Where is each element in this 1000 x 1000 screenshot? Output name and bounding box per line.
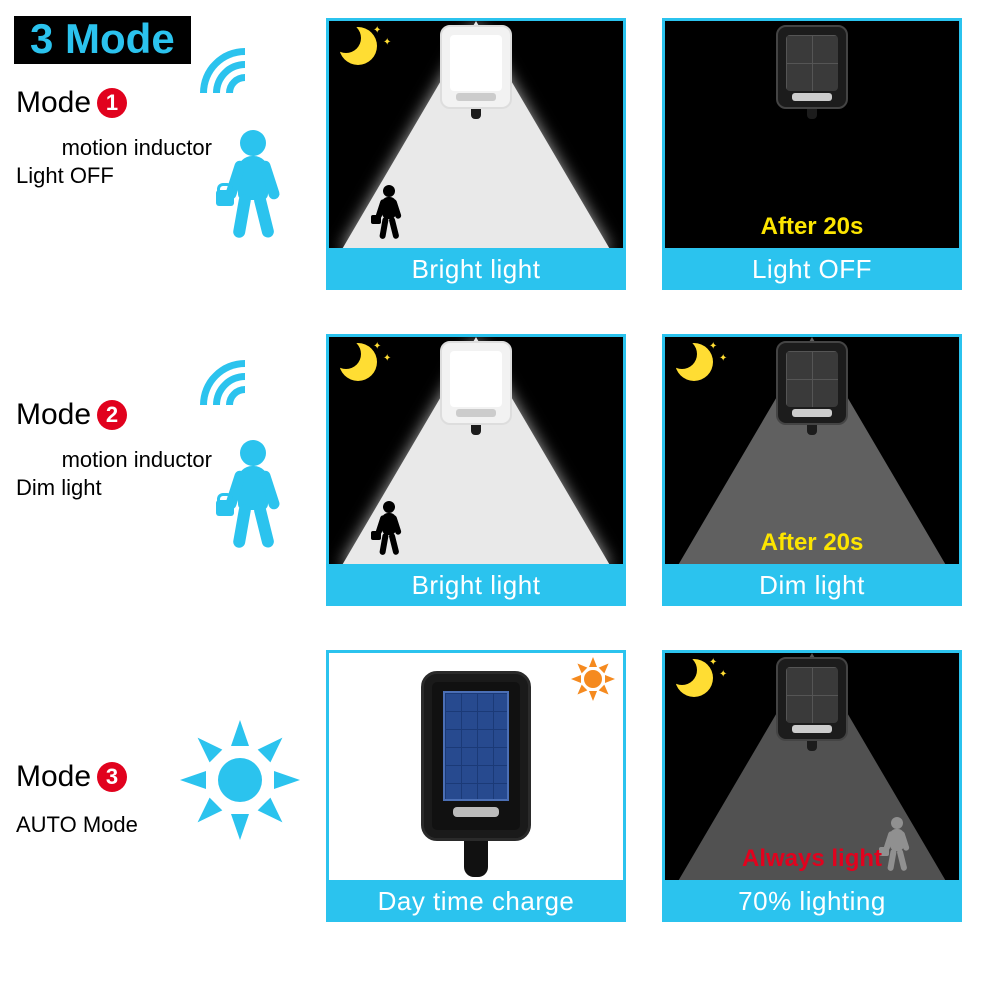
mode-1-sub2: Light OFF — [16, 163, 114, 188]
mode-2-number: 2 — [97, 400, 127, 430]
tile-r2c2: ✦✦ After 20s Dim light — [662, 334, 962, 606]
sun-small-icon — [573, 659, 613, 699]
mode-3-sub1: AUTO Mode — [16, 812, 138, 837]
tile-caption: Bright light — [326, 248, 626, 290]
tile-caption-text: Day time charge — [378, 886, 575, 917]
lamp-off — [776, 25, 848, 123]
tile-caption: Bright light — [326, 564, 626, 606]
tile-caption-text: Light OFF — [752, 254, 872, 285]
lamp-on — [440, 341, 512, 439]
tile-caption: Light OFF — [662, 248, 962, 290]
tile-caption-text: 70% lighting — [738, 886, 886, 917]
tile-inner-label-text: Always light — [742, 845, 882, 872]
mode-2-prefix: Mode — [16, 398, 91, 432]
mode-3-prefix: Mode — [16, 760, 91, 794]
header-badge: 3 Mode — [14, 16, 191, 64]
mode-1-person — [220, 130, 290, 240]
tile-r1c1: ✦✦ Bright light — [326, 18, 626, 290]
solar-panel-lamp — [421, 671, 531, 881]
lamp-on — [440, 25, 512, 123]
tile-caption: Day time charge — [326, 880, 626, 922]
mode-1-sub1: motion inductor — [62, 135, 212, 160]
person-icon — [220, 130, 290, 240]
mode-2-sub1: motion inductor — [62, 447, 212, 472]
tile-inner-label-text: After 20s — [761, 213, 864, 240]
mode-2-sub2: Dim light — [16, 475, 102, 500]
tile-caption: 70% lighting — [662, 880, 962, 922]
mode-2-wifi — [200, 360, 290, 420]
mode-3-number: 3 — [97, 762, 127, 792]
mode-1-title: Mode 1 — [16, 86, 212, 120]
mode-1-prefix: Mode — [16, 86, 91, 120]
tile-r3c2: ✦✦ Always light 70% lighting — [662, 650, 962, 922]
person-icon — [220, 440, 290, 550]
tile-caption: Dim light — [662, 564, 962, 606]
mini-person-icon — [373, 185, 407, 241]
tile-inner-label-text: After 20s — [761, 529, 864, 556]
mode-3-sub: AUTO Mode — [16, 812, 138, 838]
wifi-icon — [200, 360, 290, 420]
lamp-dim — [776, 341, 848, 439]
tile-r3c1: Day time charge — [326, 650, 626, 922]
tile-inner-label: Always light — [665, 845, 959, 873]
tile-r1c2: After 20s Light OFF — [662, 18, 962, 290]
tile-r2c1: ✦✦ Bright light — [326, 334, 626, 606]
lamp-dim — [776, 657, 848, 755]
tile-inner-label: After 20s — [665, 529, 959, 557]
wifi-icon — [200, 48, 290, 108]
sun-icon — [180, 720, 300, 840]
mode-3-block: Mode 3 AUTO Mode — [16, 760, 138, 838]
tile-caption-text: Bright light — [412, 570, 541, 601]
header-title: 3 Mode — [30, 15, 175, 62]
mode-1-sub: motion inductor Light OFF — [16, 134, 212, 189]
tile-caption-text: Bright light — [412, 254, 541, 285]
mini-person-icon — [373, 501, 407, 557]
mode-1-wifi — [200, 48, 290, 108]
mode-2-person — [220, 440, 290, 550]
mode-3-title: Mode 3 — [16, 760, 138, 794]
tile-caption-text: Dim light — [759, 570, 865, 601]
mode-1-number: 1 — [97, 88, 127, 118]
mode-1-block: Mode 1 motion inductor Light OFF — [16, 86, 212, 189]
tile-inner-label: After 20s — [665, 213, 959, 241]
mode-3-sun — [180, 720, 300, 840]
